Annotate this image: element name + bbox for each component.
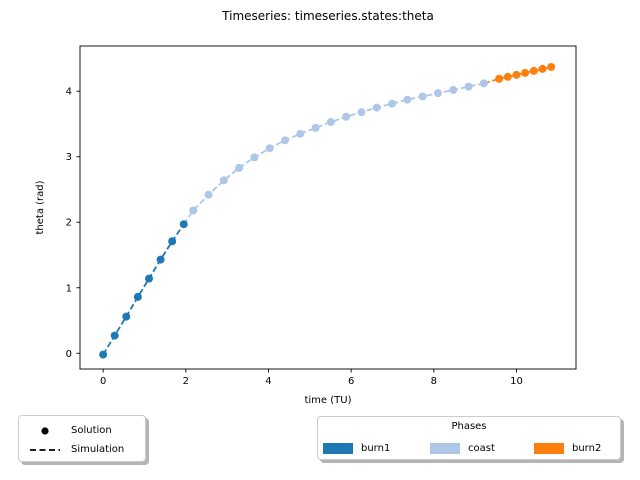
solution-point-coast [296,129,305,138]
solution-point-burn1 [168,237,177,246]
solution-point-coast [326,118,335,126]
simulation-dashed-line-icon [27,447,63,453]
burn2-swatch [534,443,564,454]
solution-point-burn1 [122,312,131,321]
solution-point-coast [235,163,244,172]
legend-item-label: burn1 [361,443,391,454]
solution-point-coast [449,85,458,94]
solution-point-coast [281,136,290,145]
x-axis-label: time (TU) [304,395,351,406]
solution-point-coast [479,79,488,88]
solution-point-coast [265,144,274,153]
simulation-line-burn2 [483,66,552,85]
solution-point-burn2 [547,62,556,71]
axes-frame [79,45,577,370]
x-tick-label: 6 [348,376,354,387]
legend-item-simulation: Simulation [27,440,137,459]
legend-item-label: Solution [71,425,112,436]
solution-point-coast [418,92,427,101]
x-tick-label: 4 [265,376,271,387]
solution-point-coast [372,103,381,112]
x-tick-label: 2 [183,376,189,387]
solution-point-burn1 [156,255,165,264]
legend-item-label: Simulation [71,444,125,455]
solution-point-burn1 [133,292,142,301]
y-tick-label: 3 [66,152,72,163]
solution-point-coast [464,82,473,91]
solution-point-coast [403,95,412,104]
simulation-line-coast [183,82,485,225]
y-axis-label: theta (rad) [35,180,46,234]
solution-point-burn2 [495,74,504,83]
y-tick-label: 4 [66,87,72,98]
solution-point-coast [204,190,213,199]
solution-point-coast [311,123,320,132]
solution-point-coast [357,108,366,117]
solution-point-burn2 [538,64,547,73]
legend-item-burn2: burn2 [534,443,601,454]
x-tick-label: 10 [510,376,523,387]
solution-point-burn2 [521,68,530,77]
solution-point-burn1 [99,350,108,359]
solution-point-coast [250,153,259,162]
x-tick-label: 8 [431,376,437,387]
solution-point-burn2 [503,72,512,81]
solution-point-burn1 [110,331,119,340]
solution-point-coast [388,99,397,108]
legend-solution-simulation: Solution Simulation [18,415,146,462]
legend-item-solution: Solution [27,421,137,440]
legend-phases-title: Phases [451,421,487,432]
legend-item-coast: coast [430,443,495,454]
legend-item-burn1: burn1 [323,443,390,454]
burn1-swatch [323,443,353,454]
legend-item-label: burn2 [572,443,602,454]
solution-dot-icon [27,426,63,436]
coast-swatch [430,443,460,454]
y-tick-label: 2 [66,218,72,229]
solution-point-coast [433,89,442,98]
solution-point-burn2 [512,70,521,79]
solution-point-burn2 [529,66,538,75]
solution-point-coast [342,112,351,121]
x-tick-label: 0 [100,376,106,387]
legend-phases: Phases burn1 coast burn2 [317,416,621,460]
solution-point-coast [219,176,228,185]
solution-point-burn1 [145,274,154,283]
legend-item-label: coast [468,443,495,454]
y-tick-label: 0 [66,349,72,360]
solution-point-coast [189,206,198,215]
y-tick-label: 1 [66,283,72,294]
chart-title: Timeseries: timeseries.states:theta [222,9,434,23]
solution-point-burn1 [179,220,188,229]
